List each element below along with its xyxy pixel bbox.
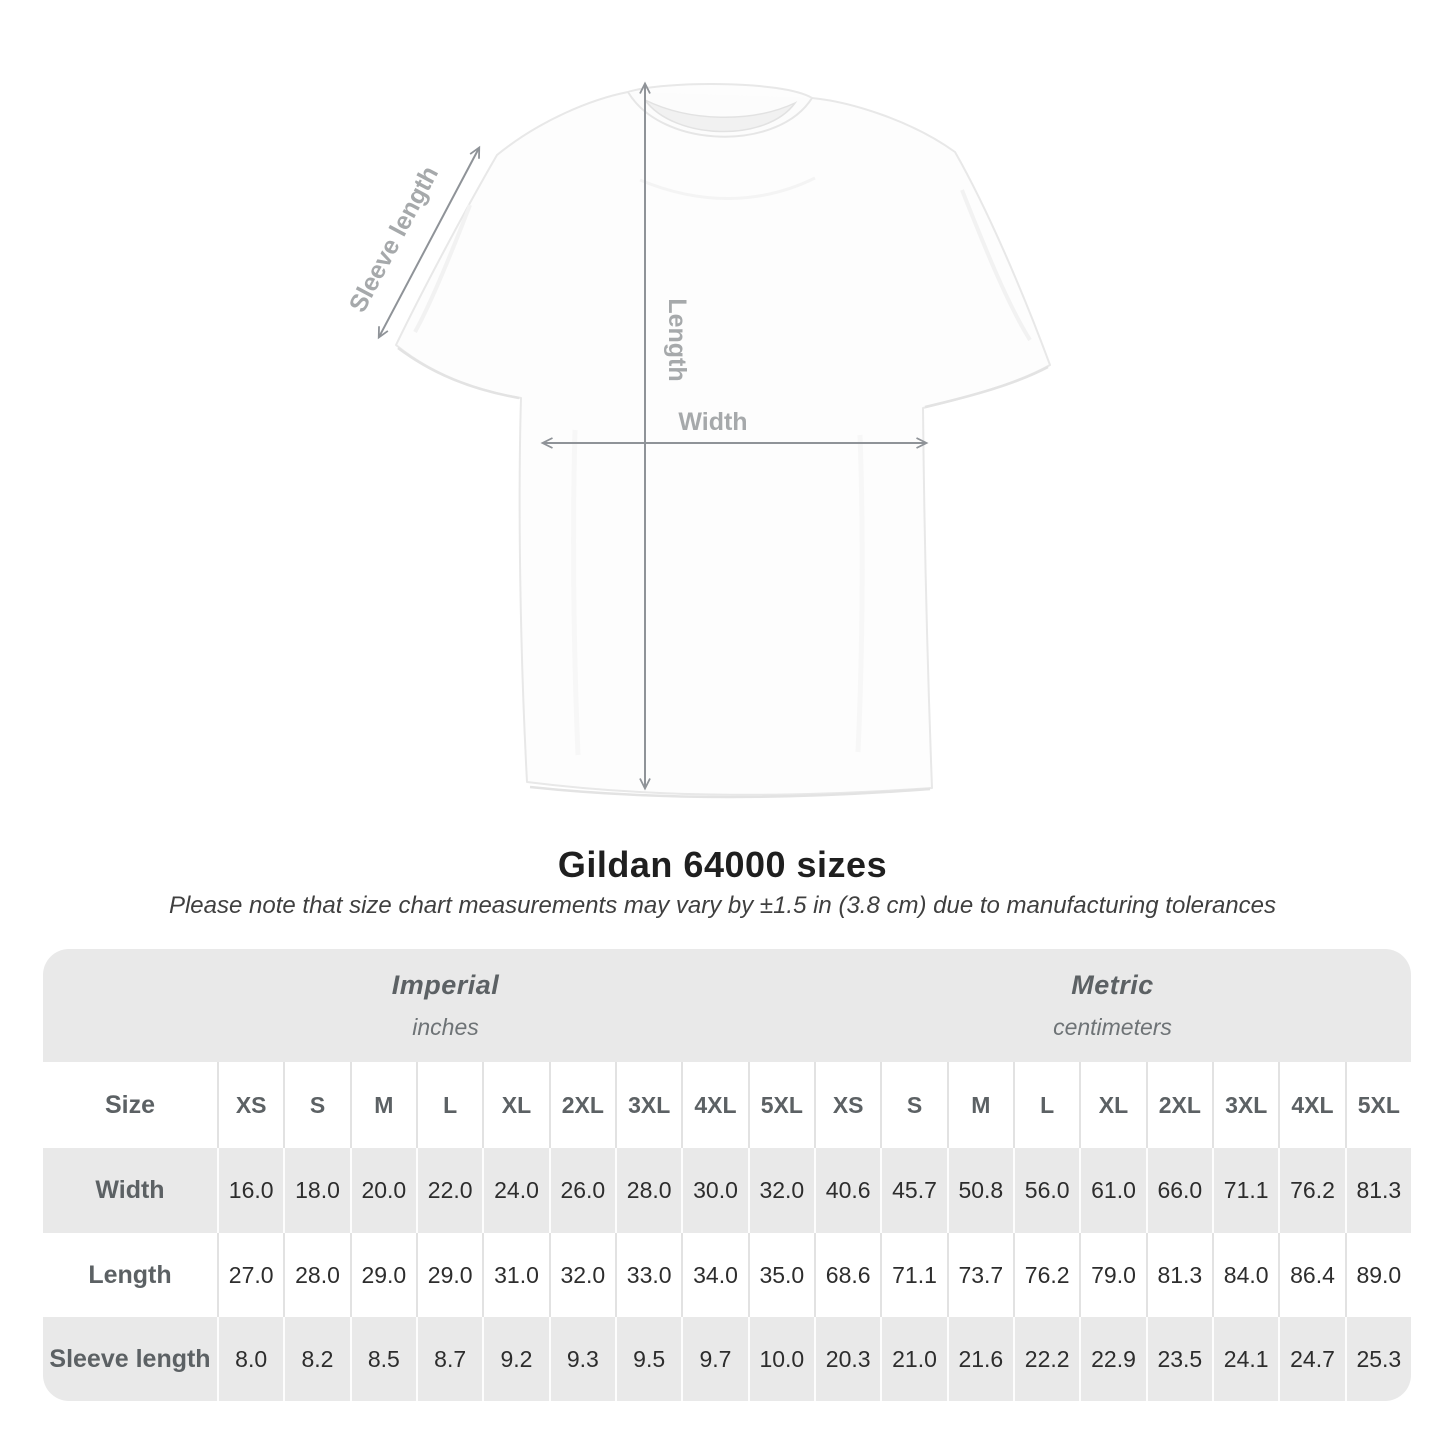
table-cell: 24.7 [1278,1317,1345,1401]
table-cell: 50.8 [946,1148,1013,1233]
size-col-header-metric: S [880,1062,947,1148]
table-cell: 28.0 [615,1148,682,1233]
table-cell: 22.0 [416,1148,483,1233]
imperial-group-unit: inches [412,1014,479,1040]
metric-group-header: Metric centimeters [814,949,1411,1062]
table-cell: 32.0 [747,1148,814,1233]
table-cell: 8.7 [416,1317,483,1401]
table-cell: 9.5 [615,1317,682,1401]
table-cell: 71.1 [880,1233,947,1317]
table-cell: 24.0 [482,1148,549,1233]
size-col-header-metric: XS [814,1062,881,1148]
table-cell: 76.2 [1013,1233,1080,1317]
size-col-header-metric: L [1013,1062,1080,1148]
metric-group-title: Metric [1071,970,1154,1000]
table-cell: 9.3 [548,1317,615,1401]
table-cell: 20.3 [814,1317,881,1401]
table-cell: 73.7 [946,1233,1013,1317]
row-label-width: Width [43,1148,217,1233]
table-cell: 26.0 [548,1148,615,1233]
size-col-header-metric: 4XL [1278,1062,1345,1148]
table-cell: 71.1 [1212,1148,1279,1233]
size-col-header-metric: M [946,1062,1013,1148]
table-cell: 21.6 [946,1317,1013,1401]
size-col-header-imperial: L [416,1062,483,1148]
table-cell: 22.9 [1079,1317,1146,1401]
table-cell: 40.6 [814,1148,881,1233]
size-col-header-metric: 5XL [1344,1062,1411,1148]
table-cell: 33.0 [615,1233,682,1317]
table-cell: 8.2 [283,1317,350,1401]
table-cell: 29.0 [416,1233,483,1317]
size-col-header-imperial: XL [482,1062,549,1148]
size-col-header-metric: 3XL [1212,1062,1279,1148]
metric-group-unit: centimeters [1053,1014,1172,1040]
size-col-header-metric: XL [1079,1062,1146,1148]
table-cell: 8.5 [349,1317,416,1401]
table-cell: 32.0 [548,1233,615,1317]
table-cell: 56.0 [1013,1148,1080,1233]
table-cell: 25.3 [1344,1317,1411,1401]
table-cell: 16.0 [217,1148,284,1233]
table-cell: 10.0 [747,1317,814,1401]
imperial-group-title: Imperial [391,970,500,1000]
table-cell: 84.0 [1212,1233,1279,1317]
table-cell: 31.0 [482,1233,549,1317]
page-title: Gildan 64000 sizes [557,844,888,885]
size-header-cell: Size [43,1062,217,1148]
table-cell: 29.0 [349,1233,416,1317]
table-cell: 45.7 [880,1148,947,1233]
size-col-header-imperial: 4XL [681,1062,748,1148]
row-label-sleeve-length: Sleeve length [43,1317,217,1401]
table-cell: 68.6 [814,1233,881,1317]
tshirt-graphic [395,83,1051,799]
size-col-header-imperial: M [349,1062,416,1148]
size-col-header-metric: 2XL [1145,1062,1212,1148]
table-cell: 21.0 [880,1317,947,1401]
imperial-group-header: Imperial inches [43,949,814,1062]
table-cell: 24.1 [1212,1317,1279,1401]
table-cell: 76.2 [1278,1148,1345,1233]
table-cell: 9.7 [681,1317,748,1401]
row-label-length: Length [43,1233,217,1317]
table-cell: 81.3 [1145,1233,1212,1317]
table-cell: 9.2 [482,1317,549,1401]
table-cell: 20.0 [349,1148,416,1233]
table-cell: 23.5 [1145,1317,1212,1401]
table-cell: 79.0 [1079,1233,1146,1317]
tolerance-note: Please note that size chart measurements… [168,892,1277,919]
table-cell: 8.0 [217,1317,284,1401]
size-col-header-imperial: XS [217,1062,284,1148]
table-cell: 27.0 [217,1233,284,1317]
table-cell: 89.0 [1344,1233,1411,1317]
table-cell: 61.0 [1079,1148,1146,1233]
sleeve-length-arrow [377,145,481,340]
table-cell: 34.0 [681,1233,748,1317]
size-col-header-imperial: 2XL [548,1062,615,1148]
table-cell: 86.4 [1278,1233,1345,1317]
size-col-header-imperial: 5XL [747,1062,814,1148]
width-label: Width [678,408,747,436]
table-cell: 81.3 [1344,1148,1411,1233]
size-col-header-imperial: 3XL [615,1062,682,1148]
length-label: Length [663,298,691,381]
table-cell: 30.0 [681,1148,748,1233]
table-cell: 28.0 [283,1233,350,1317]
table-cell: 35.0 [747,1233,814,1317]
size-col-header-imperial: S [283,1062,350,1148]
table-cell: 66.0 [1145,1148,1212,1233]
size-table: Imperial inches Metric centimeters Size … [43,949,1411,1401]
table-cell: 18.0 [283,1148,350,1233]
table-cell: 22.2 [1013,1317,1080,1401]
